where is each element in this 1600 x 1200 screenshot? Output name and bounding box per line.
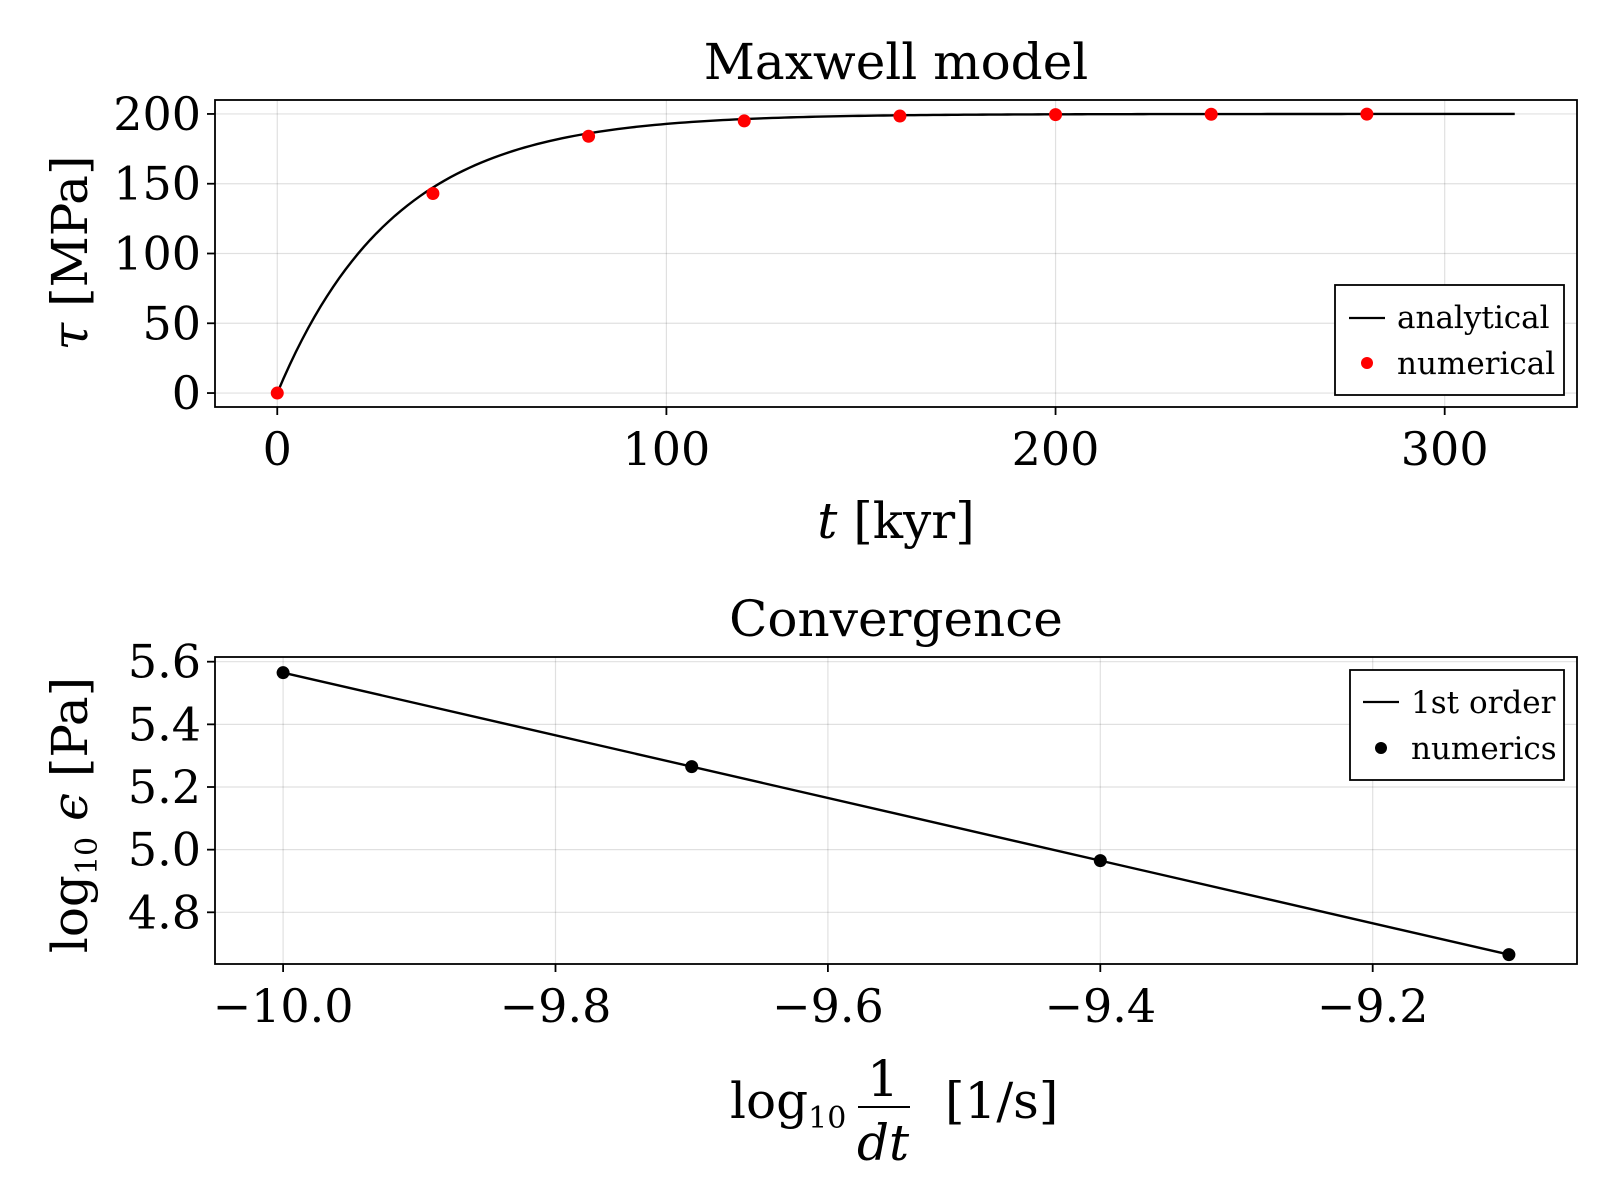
maxwell-x-tick-label: 300 xyxy=(1401,422,1489,476)
legend-first-order-label: 1st order xyxy=(1411,685,1556,721)
maxwell-legend: analytical numerical xyxy=(1334,284,1565,396)
maxwell-series xyxy=(270,107,1515,400)
maxwell-x-tick-label: 200 xyxy=(1012,422,1100,476)
maxwell-ticks: 0 100 200 300 0 50 100 150 200 xyxy=(113,87,1488,476)
svg-text:dt: dt xyxy=(857,1114,910,1172)
svg-text:log10 ϵ [Pa]: log10 ϵ [Pa] xyxy=(41,677,105,953)
maxwell-title: Maxwell model xyxy=(704,33,1089,91)
convergence-x-tick-label: −9.4 xyxy=(1044,979,1156,1033)
convergence-plot-frame xyxy=(214,656,1578,965)
convergence-series-1st-order-line xyxy=(282,671,1510,956)
convergence-ticks: −10.0 −9.8 −9.6 −9.4 −9.2 4.8 5.0 5.2 5.4 5.6 xyxy=(128,635,1429,1033)
maxwell-panel: Maxwell model 0 100 200 300 0 50 100 150 200 t [… xyxy=(41,33,1578,550)
convergence-legend: 1st order numerics xyxy=(1349,669,1565,781)
maxwell-series-numerical-point xyxy=(426,186,440,200)
legend-numerics-dot-icon xyxy=(1375,742,1387,754)
convergence-panel: Convergence −10.0 −9.8 −9.6 −9.4 −9.2 4.8 5.0 5… xyxy=(41,590,1578,1172)
maxwell-series-numerical-point xyxy=(737,114,751,128)
maxwell-x-axis-label: t [kyr] xyxy=(817,492,974,550)
convergence-y-tick-label: 5.4 xyxy=(128,697,201,751)
convergence-series-numerics-point xyxy=(1093,854,1107,868)
convergence-y-axis-label: log10 ϵ [Pa] xyxy=(41,677,105,953)
convergence-title: Convergence xyxy=(729,590,1063,648)
svg-text:1: 1 xyxy=(867,1050,899,1108)
legend-numerical-label: numerical xyxy=(1397,346,1555,382)
convergence-x-tick-label: −10.0 xyxy=(213,979,354,1033)
maxwell-y-tick-label: 150 xyxy=(113,157,201,211)
maxwell-x-tick-label: 0 xyxy=(263,422,292,476)
maxwell-y-tick-label: 0 xyxy=(172,366,201,420)
convergence-series xyxy=(276,666,1516,962)
maxwell-y-axis-label: τ [MPa] xyxy=(41,156,99,351)
maxwell-series-numerical-point xyxy=(1049,108,1063,122)
convergence-y-tick-label: 5.0 xyxy=(128,823,201,877)
svg-text:[1/s]: [1/s] xyxy=(945,1072,1058,1130)
svg-text:log10: log10 xyxy=(730,1072,846,1136)
convergence-x-tick-label: −9.6 xyxy=(772,979,884,1033)
maxwell-series-numerical-point xyxy=(582,129,596,143)
maxwell-series-numerical-point xyxy=(1204,107,1218,121)
convergence-series-numerics-point xyxy=(1502,948,1516,962)
legend-analytical-label: analytical xyxy=(1397,300,1550,336)
convergence-series-numerics-point xyxy=(276,666,290,680)
convergence-y-tick-label: 4.8 xyxy=(128,885,201,939)
maxwell-series-numerical-point xyxy=(270,386,284,400)
convergence-legend-box xyxy=(1349,669,1565,781)
maxwell-x-tick-label: 100 xyxy=(622,422,710,476)
legend-numerical-dot-icon xyxy=(1361,357,1373,369)
convergence-x-tick-label: −9.2 xyxy=(1317,979,1429,1033)
convergence-y-tick-label: 5.2 xyxy=(128,760,201,814)
legend-numerics-label: numerics xyxy=(1411,731,1557,767)
maxwell-y-tick-label: 100 xyxy=(113,227,201,281)
convergence-y-tick-label: 5.6 xyxy=(128,635,201,689)
convergence-series-numerics-point xyxy=(685,760,699,774)
maxwell-y-tick-label: 50 xyxy=(142,296,201,350)
maxwell-legend-box xyxy=(1334,284,1565,396)
maxwell-y-tick-label: 200 xyxy=(113,87,201,141)
convergence-x-tick-label: −9.8 xyxy=(500,979,612,1033)
maxwell-series-numerical-point xyxy=(1360,107,1374,121)
maxwell-series-numerical-point xyxy=(893,109,907,123)
convergence-x-axis-label: log10 1 dt [1/s] xyxy=(730,1050,1058,1172)
